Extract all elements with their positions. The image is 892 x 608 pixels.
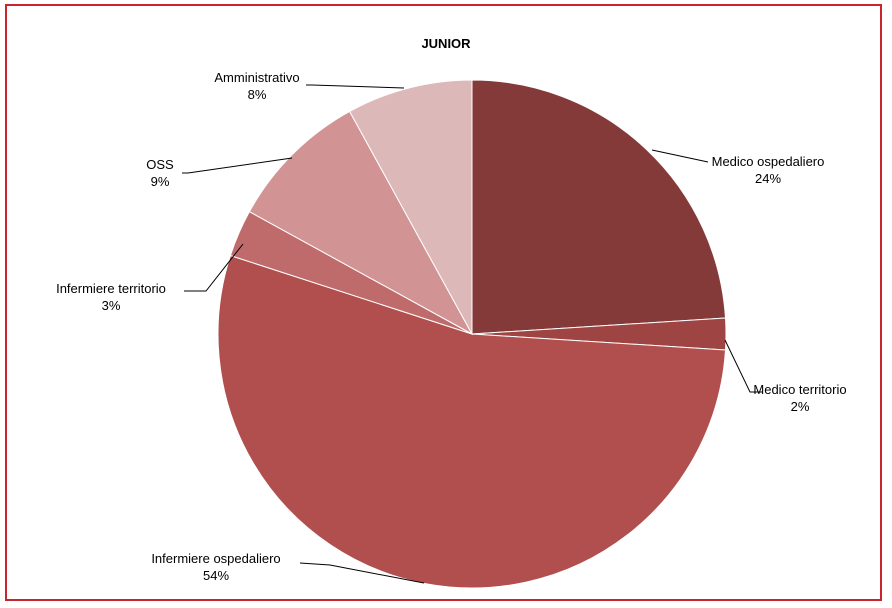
slice-value-label: 24% (755, 171, 781, 186)
slice-label: OSS (146, 157, 174, 172)
slice-value-label: 54% (203, 568, 229, 583)
leader-line (306, 84, 405, 89)
pie-slices (217, 79, 727, 589)
slice-label: Amministrativo (214, 70, 299, 85)
slice-value-label: 8% (248, 87, 267, 102)
leader-line (184, 243, 244, 292)
slice-label: Infermiere ospedaliero (151, 551, 280, 566)
slice-value-label: 3% (102, 298, 121, 313)
slice-labels: Medico ospedaliero 24% Medico territorio 2%… (56, 70, 847, 583)
leader-line (651, 149, 709, 163)
pie-slice-medico-ospedaliero (471, 79, 727, 335)
leader-lines (182, 84, 762, 584)
leader-line (724, 339, 762, 393)
leader-line (182, 157, 293, 174)
leader-line (299, 562, 425, 584)
pie-slice-infermiere-ospedaliero (217, 254, 727, 589)
slice-label: Medico territorio (753, 382, 846, 397)
chart-title: JUNIOR (421, 36, 471, 51)
slice-value-label: 2% (791, 399, 810, 414)
slice-value-label: 9% (151, 174, 170, 189)
slice-label: Infermiere territorio (56, 281, 166, 296)
pie-slice-oss (248, 110, 474, 336)
slice-label: Medico ospedaliero (712, 154, 825, 169)
pie-slice-amministrativo (348, 79, 473, 335)
